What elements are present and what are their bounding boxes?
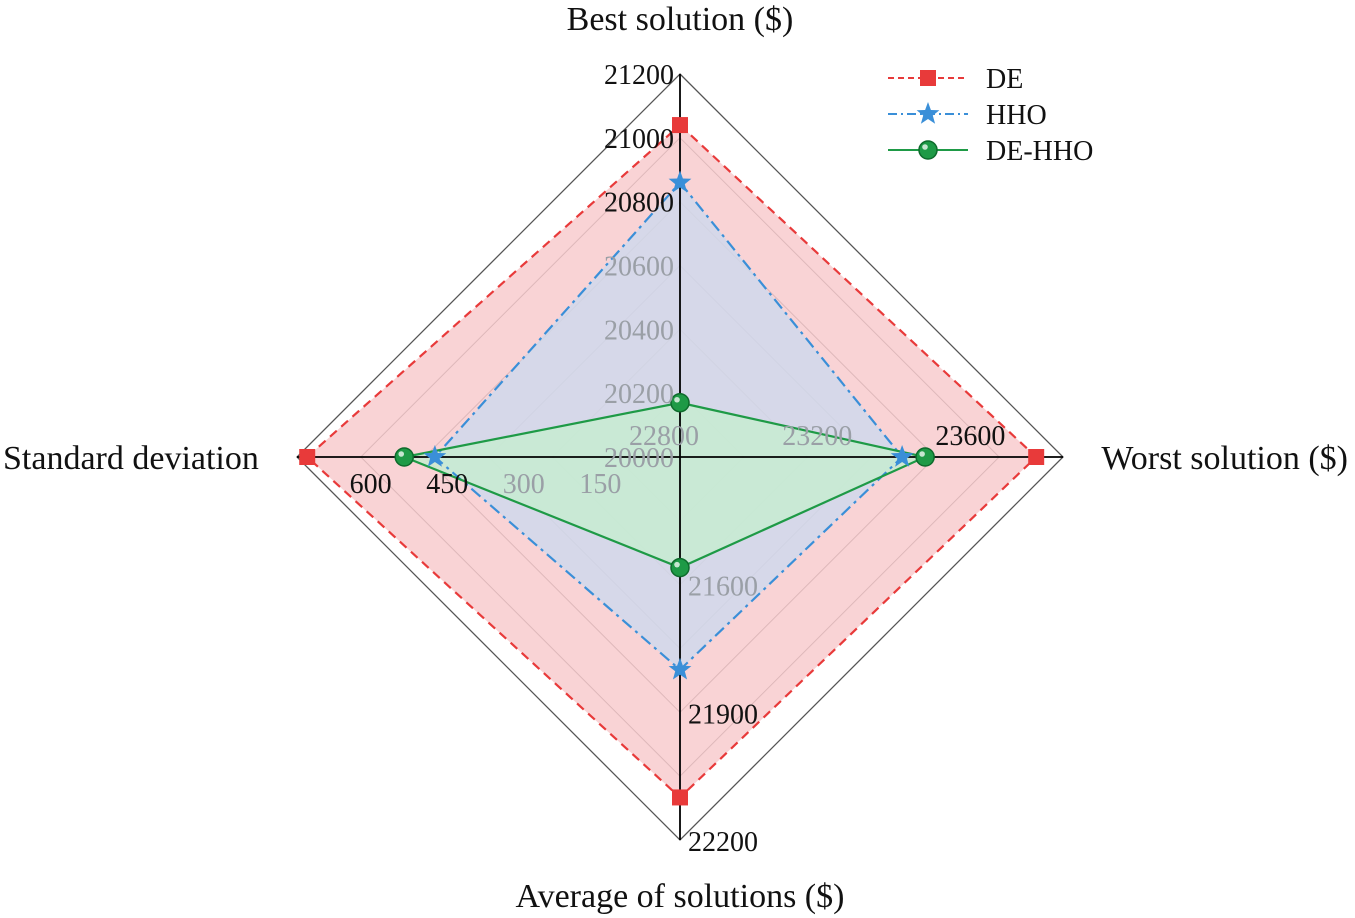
tick-label: 21200 <box>604 60 674 91</box>
tick-label: 22200 <box>688 827 758 858</box>
tick-labels: 20000 20200 20400 20600 20800 21000 21200 22800… <box>350 60 1006 858</box>
tick-label: 23600 <box>935 421 1005 452</box>
marker-de-hho <box>670 557 690 578</box>
marker-hho <box>890 445 914 467</box>
marker-de <box>299 449 316 465</box>
tick-label: 21600 <box>688 572 758 603</box>
marker-de-hho-highlight <box>919 451 925 457</box>
legend-marker-de <box>920 70 936 86</box>
marker-de-hho <box>915 447 935 467</box>
marker-de-hho-highlight <box>398 451 405 457</box>
axis-title: Standard deviation <box>3 440 259 477</box>
axis-title: Best solution ($) <box>567 1 794 38</box>
marker-de <box>672 117 688 134</box>
marker-de-hho <box>394 447 414 467</box>
axis-title: Worst solution ($) <box>1101 440 1348 477</box>
tick-label: 450 <box>426 469 468 500</box>
tick-label: 21900 <box>688 699 758 730</box>
series-area-de-hho <box>404 402 926 568</box>
marker-de-hho-highlight <box>674 561 680 568</box>
axis-title: Average of solutions ($) <box>516 878 845 915</box>
tick-label: 23200 <box>782 421 852 452</box>
series-areas <box>307 125 1037 798</box>
tick-label: 600 <box>350 469 392 500</box>
marker-hho <box>668 170 692 193</box>
tick-label: 20000 <box>604 443 674 474</box>
marker-de <box>672 789 688 806</box>
legend: DE HHO DE-HHO <box>888 64 1093 167</box>
marker-hho <box>423 445 447 467</box>
tick-label: 20200 <box>604 379 674 410</box>
marker-de <box>1028 449 1045 465</box>
legend-marker-hho <box>916 102 940 124</box>
marker-hho <box>668 657 692 680</box>
legend-label-hho: HHO <box>986 100 1047 131</box>
legend-marker-de-hho-highlight <box>922 144 928 150</box>
legend-marker-de-hho <box>918 140 938 160</box>
tick-label: 20600 <box>604 252 674 283</box>
legend-label-de: DE <box>986 64 1023 95</box>
marker-de-hho-highlight <box>674 396 680 403</box>
tick-label: 22800 <box>629 421 699 452</box>
tick-label: 20800 <box>604 188 674 219</box>
tick-label: 21000 <box>604 124 674 155</box>
legend-label-de-hho: DE-HHO <box>986 136 1093 167</box>
tick-label: 300 <box>503 469 545 500</box>
tick-label: 20400 <box>604 315 674 346</box>
axis-titles: Best solution ($) Worst solution ($) Avera… <box>3 1 1348 915</box>
tick-label: 150 <box>579 469 621 500</box>
series-markers <box>299 117 1045 806</box>
